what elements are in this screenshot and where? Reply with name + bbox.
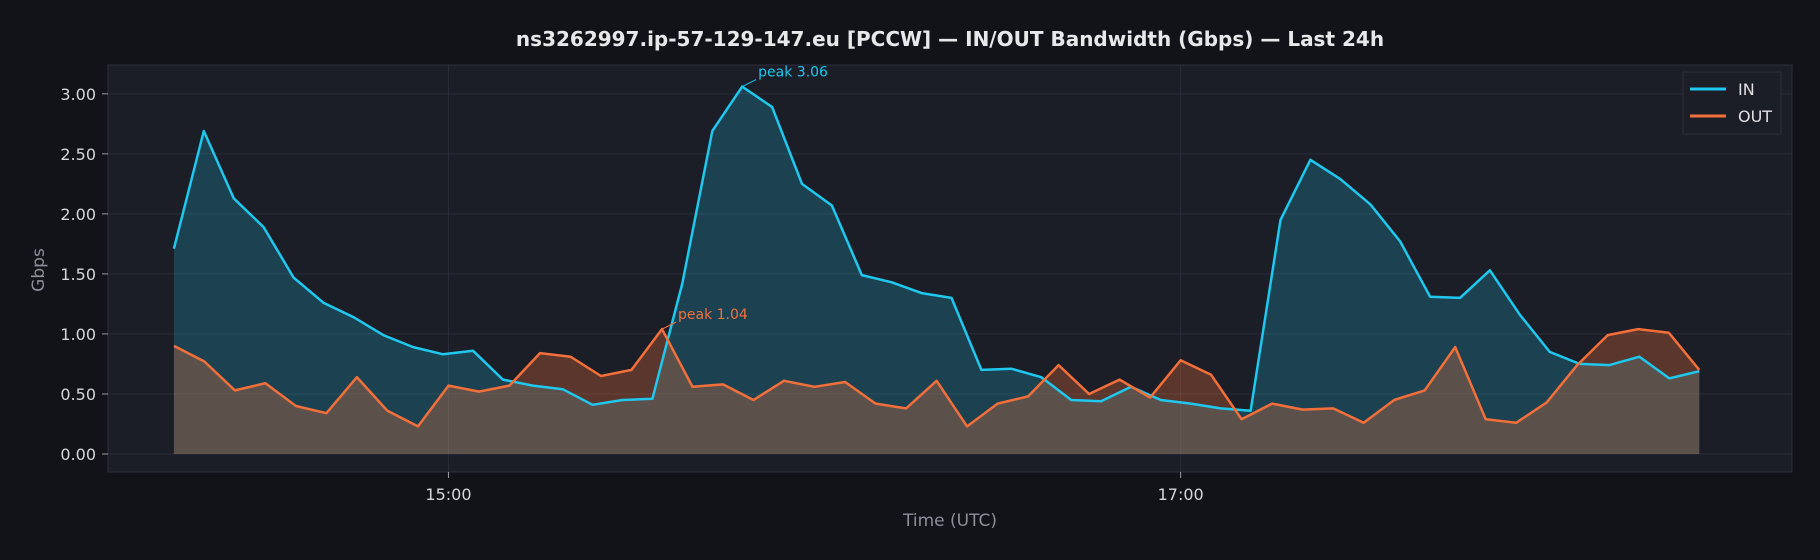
- series-lines: [172, 85, 1701, 428]
- line-series-out: [173, 327, 1701, 428]
- legend-label-in: IN: [1738, 80, 1755, 99]
- legend-box: [1682, 71, 1782, 135]
- y-tick-label: 2.00: [60, 205, 96, 224]
- legend: IN OUT: [1682, 71, 1782, 135]
- legend-label-out: OUT: [1738, 107, 1772, 126]
- x-axis-label: Time (UTC): [902, 511, 997, 531]
- y-axis-ticks: 0.00 0.50 1.00 1.50 2.00 2.50 3.00: [60, 85, 108, 464]
- annotation-leader-out: [661, 321, 677, 330]
- x-tick-label: 17:00: [1158, 485, 1204, 504]
- line-series-in: [172, 85, 1700, 413]
- grid: [108, 65, 1792, 472]
- annotation-peak-in: peak 3.06: [758, 65, 828, 81]
- y-tick-label: 0.00: [60, 445, 96, 464]
- annotations: peak 3.06 peak 1.04: [661, 65, 828, 330]
- y-tick-label: 1.00: [60, 325, 96, 344]
- chart-title: ns3262997.ip-57-129-147.eu [PCCW] — IN/O…: [516, 27, 1384, 51]
- x-tick-label: 15:00: [425, 485, 471, 504]
- annotation-peak-out: peak 1.04: [678, 307, 748, 323]
- area-out: [173, 329, 1700, 454]
- series-areas: [173, 86, 1700, 454]
- x-axis-ticks: 15:00 17:00: [425, 472, 1204, 504]
- y-tick-label: 2.50: [60, 145, 96, 164]
- y-axis-label: Gbps: [29, 248, 49, 292]
- y-tick-label: 3.00: [60, 85, 96, 104]
- area-in: [173, 86, 1700, 454]
- y-tick-label: 1.50: [60, 265, 96, 284]
- plot-area: [107, 64, 1793, 473]
- annotation-leader-in: [741, 79, 757, 88]
- y-tick-label: 0.50: [60, 385, 96, 404]
